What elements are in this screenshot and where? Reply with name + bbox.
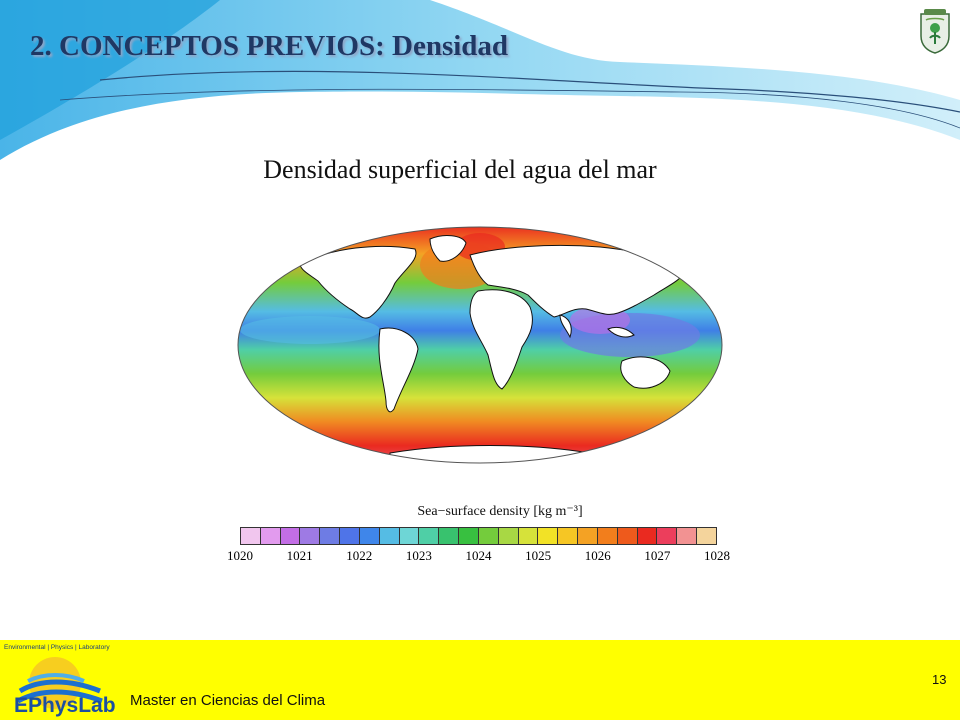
colorbar-swatch [260,528,281,544]
colorbar-swatch [597,528,618,544]
sea-surface-density-map [237,226,723,464]
colorbar [240,527,717,545]
colorbar-tick-label: 1023 [405,548,432,563]
colorbar-swatch [538,528,559,544]
colorbar-swatch [657,528,678,544]
colorbar-swatch [677,528,698,544]
colorbar-tick-label: 1022 [346,548,373,563]
colorbar-swatch [518,528,539,544]
colorbar-swatch [399,528,420,544]
colorbar-tick-label: 1028 [704,548,730,563]
ephyslab-logo-icon [16,657,103,709]
figure-caption: Densidad superficial del agua del mar [263,155,657,184]
colorbar-tick-label: 1027 [644,548,671,563]
colorbar-tick-label: 1026 [584,548,611,563]
logo-name: EPhysLab [14,694,116,717]
colorbar-swatch [379,528,400,544]
footer-text: Master en Ciencias del Clima [130,692,326,709]
slide-number: 13 [932,672,947,687]
colorbar-swatch [478,528,499,544]
colorbar-swatch [697,528,716,544]
colorbar-tick-labels: 1020 1021 1022 1023 1024 1025 1026 1027 1028 [0,548,960,568]
colorbar-tick-label: 1021 [286,548,313,563]
colorbar-swatch [439,528,460,544]
colorbar-swatch [578,528,598,544]
colorbar-tick-label: 1020 [227,548,253,563]
colorbar-swatch [320,528,341,544]
header-swoosh [0,0,960,160]
colorbar-swatch [617,528,638,544]
footer-band [0,640,960,720]
colorbar-swatch [300,528,321,544]
logo-tagline: Environmental | Physics | Laboratory [4,644,110,651]
colorbar-swatch [459,528,479,544]
colorbar-tick-label: 1025 [525,548,552,563]
university-crest-icon [920,9,950,54]
colorbar-tick-label: 1024 [465,548,492,563]
colorbar-title: Sea−surface density [kg m⁻³] [417,504,583,519]
colorbar-swatch [419,528,440,544]
colorbar-swatch [340,528,360,544]
colorbar-swatch [498,528,519,544]
colorbar-swatch [558,528,579,544]
colorbar-swatch [637,528,658,544]
slide-title: 2. CONCEPTOS PREVIOS: Densidad [30,30,509,62]
colorbar-swatch [241,528,261,544]
colorbar-swatch [280,528,301,544]
colorbar-swatch [359,528,380,544]
